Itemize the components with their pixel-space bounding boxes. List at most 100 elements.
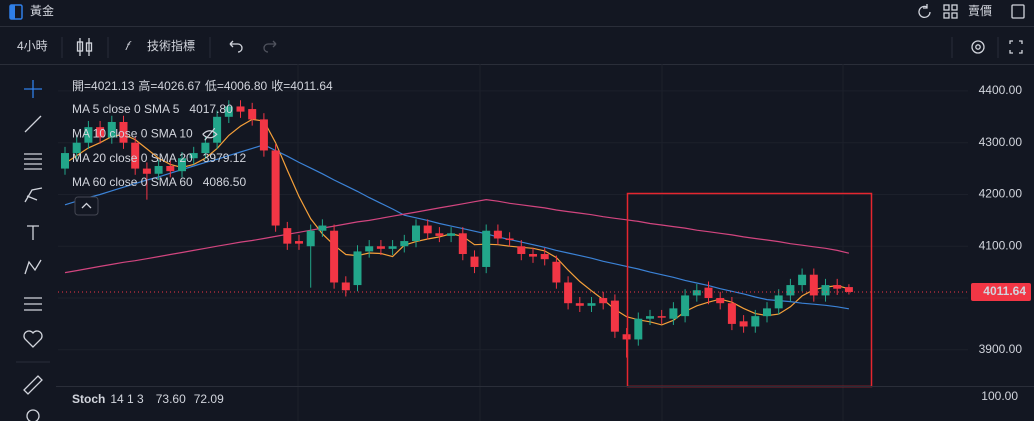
candle-body bbox=[283, 228, 292, 244]
candle-body bbox=[529, 254, 537, 257]
interval-button[interactable]: 4小時 bbox=[17, 39, 48, 53]
ma-line bbox=[64, 144, 850, 310]
crosshair-tool[interactable] bbox=[24, 80, 42, 98]
ohlc-label: 低= bbox=[205, 79, 224, 93]
stoch-pane: Stoch 14 1 3 73.60 72.09 100.00 bbox=[72, 389, 1018, 406]
candle-body bbox=[716, 298, 725, 304]
stoch-params: 14 1 3 bbox=[110, 392, 144, 406]
candle-body bbox=[423, 225, 432, 234]
candle-body bbox=[131, 142, 140, 169]
settings-icon-center bbox=[975, 44, 981, 50]
stoch-k: 73.60 bbox=[156, 392, 186, 406]
stoch-y-tick: 100.00 bbox=[981, 389, 1018, 403]
y-tick-label: 3900.00 bbox=[979, 342, 1023, 356]
zoom-tool[interactable] bbox=[26, 409, 40, 421]
candle-body bbox=[330, 230, 339, 283]
candle-body bbox=[107, 121, 116, 138]
candle-body bbox=[236, 106, 245, 112]
candle-body bbox=[774, 295, 783, 309]
drawing-toolbar bbox=[16, 80, 50, 421]
ohlc-label: 高= bbox=[138, 78, 157, 93]
trendline-tool[interactable] bbox=[24, 115, 42, 133]
collapse-button[interactable] bbox=[74, 196, 99, 216]
candle-body bbox=[482, 230, 491, 267]
candle-body bbox=[376, 246, 385, 249]
candle-body bbox=[575, 303, 584, 306]
candle-body bbox=[646, 316, 654, 319]
candle-body bbox=[306, 230, 315, 247]
candle-body bbox=[318, 225, 327, 231]
candle-body bbox=[622, 334, 631, 340]
candle-body bbox=[447, 233, 456, 236]
refresh-icon[interactable] bbox=[918, 4, 931, 18]
candle-body bbox=[493, 230, 502, 239]
y-tick-label: 4400.00 bbox=[979, 83, 1023, 97]
candle-body bbox=[61, 153, 69, 169]
candle-body bbox=[739, 321, 748, 327]
legend-name: MA 60 close 0 SMA 60 bbox=[72, 175, 193, 189]
candle-body bbox=[751, 316, 760, 327]
measure-tool[interactable] bbox=[24, 297, 42, 311]
candle-body bbox=[341, 282, 350, 291]
y-tick-label: 4200.00 bbox=[979, 187, 1023, 201]
candle-body bbox=[213, 116, 222, 143]
panel-icon[interactable] bbox=[1011, 4, 1025, 19]
candle-body bbox=[833, 285, 842, 289]
candle-body bbox=[681, 295, 690, 317]
candle-body bbox=[365, 246, 374, 252]
chart-type-icon[interactable] bbox=[76, 38, 93, 56]
last-price-box bbox=[971, 282, 1031, 301]
ohlc-value: 4026.67 bbox=[157, 79, 201, 93]
candle-body bbox=[821, 285, 830, 296]
candle-body bbox=[72, 142, 81, 154]
pattern-tool-2[interactable] bbox=[24, 259, 42, 275]
candle-body bbox=[271, 150, 280, 226]
candle-body bbox=[727, 303, 736, 324]
ruler-tool[interactable] bbox=[23, 375, 43, 395]
candle-body bbox=[844, 287, 853, 292]
pattern-tool[interactable] bbox=[24, 187, 43, 203]
candle-body bbox=[587, 303, 596, 306]
settings-icon[interactable] bbox=[971, 40, 985, 54]
favorites-tool[interactable] bbox=[23, 330, 43, 348]
candle-body bbox=[458, 233, 467, 255]
candle-body bbox=[96, 127, 105, 138]
candle-body bbox=[634, 318, 643, 340]
legend: 開= 4021.13 高= 4026.67 低= 4006.80 收= 4011.64 MA 5… bbox=[72, 78, 333, 189]
hidden-eye-icon bbox=[202, 127, 218, 141]
top-bar bbox=[0, 0, 1034, 26]
candle-body bbox=[435, 233, 444, 236]
candle-body bbox=[119, 121, 128, 143]
fx-icon[interactable]: 𝑓 bbox=[125, 39, 132, 53]
legend-name: MA 10 close 0 SMA 10 bbox=[72, 126, 193, 140]
candle-body bbox=[552, 261, 561, 283]
candle-body bbox=[353, 251, 362, 286]
candle-body bbox=[154, 165, 163, 174]
sell-price-button[interactable]: 賣價 bbox=[968, 3, 992, 18]
candle-body bbox=[248, 109, 257, 120]
candle-body bbox=[669, 308, 678, 319]
fib-tool[interactable] bbox=[24, 153, 42, 170]
redo-icon[interactable] bbox=[263, 40, 277, 53]
indicators-button[interactable]: 技術指標 bbox=[147, 38, 195, 53]
ohlc-value: 4011.64 bbox=[290, 79, 333, 93]
stoch-name: Stoch bbox=[72, 392, 105, 406]
candle-body bbox=[259, 119, 268, 151]
stoch-d: 72.09 bbox=[194, 392, 224, 406]
undo-icon[interactable] bbox=[229, 40, 243, 53]
fullscreen-icon[interactable] bbox=[1009, 40, 1023, 54]
candle-body bbox=[388, 246, 397, 249]
candle-body bbox=[692, 290, 701, 296]
candle-body bbox=[610, 300, 619, 332]
candle-body bbox=[540, 254, 549, 260]
text-tool[interactable] bbox=[27, 225, 39, 240]
candle-body bbox=[657, 316, 666, 318]
candle-body bbox=[224, 106, 233, 117]
layout-icon[interactable] bbox=[943, 4, 958, 19]
candle-body bbox=[809, 274, 818, 296]
candle-body bbox=[178, 158, 186, 172]
last-price-label: 4011.64 bbox=[983, 284, 1026, 298]
plot-area: 3900.004000.004100.004200.004300.004400.… bbox=[58, 64, 1031, 421]
candle-body bbox=[84, 127, 93, 143]
